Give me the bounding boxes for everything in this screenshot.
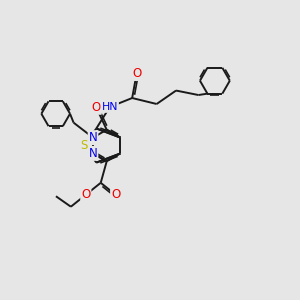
Text: N: N [88, 147, 98, 160]
Text: O: O [92, 101, 101, 114]
Text: O: O [81, 188, 90, 201]
Text: HN: HN [101, 102, 118, 112]
Text: O: O [111, 188, 120, 201]
Text: O: O [132, 67, 141, 80]
Text: N: N [88, 131, 98, 144]
Text: S: S [80, 139, 88, 152]
